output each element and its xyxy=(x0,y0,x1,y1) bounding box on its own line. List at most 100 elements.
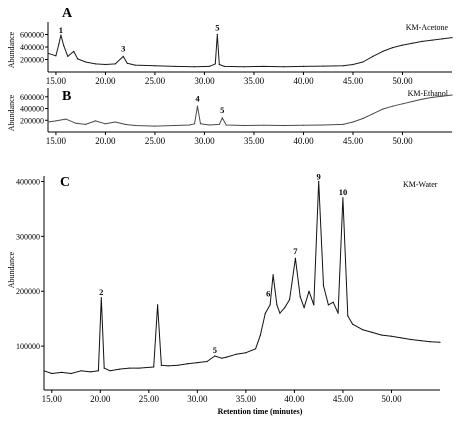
x-tick-label-c: 40.00 xyxy=(284,394,305,404)
x-tick-label-a: 20.00 xyxy=(95,76,116,86)
y-tick-label-c: 400000 xyxy=(16,177,40,186)
plot-area-a: 15.00 20.00 25.00 30.00 35.00 40.00 45.00 50.00… xyxy=(20,22,453,86)
data-point-c xyxy=(128,367,130,369)
data-point-b xyxy=(174,124,176,127)
y-axis-title-c: Abundance xyxy=(7,251,16,288)
data-point-a xyxy=(441,38,443,40)
data-point-a xyxy=(451,37,453,39)
data-point-a xyxy=(382,50,384,53)
data-point-a xyxy=(134,64,136,66)
series-label-ethanol: KM-Ethanol xyxy=(408,89,449,98)
x-tick-label-c: 45.00 xyxy=(333,394,354,404)
data-point-a xyxy=(63,45,65,47)
data-point-a xyxy=(372,55,374,58)
data-point-b xyxy=(362,117,364,120)
series-line-a xyxy=(47,34,453,68)
y-tick-label-a: 600000 xyxy=(20,31,44,40)
data-point-a xyxy=(411,42,413,44)
data-point-c xyxy=(160,364,162,366)
data-point-c xyxy=(90,371,92,373)
data-point-c xyxy=(347,315,349,317)
series-label-acetone: KM-Acetone xyxy=(406,23,449,32)
x-tick-label-a: 40.00 xyxy=(293,76,314,86)
data-point-b xyxy=(221,117,223,119)
data-point-b xyxy=(283,124,285,127)
x-tick-label-c: 15.00 xyxy=(42,394,63,404)
data-point-c xyxy=(269,304,271,306)
data-point-c xyxy=(100,297,102,299)
data-point-b xyxy=(302,124,305,126)
data-point-b xyxy=(411,100,413,103)
y-tick-label-b: 200000 xyxy=(20,116,44,125)
panel-letter-c: C xyxy=(60,175,70,190)
data-point-b xyxy=(392,105,394,107)
data-point-c xyxy=(429,341,431,343)
data-point-c xyxy=(381,334,383,336)
data-point-c xyxy=(264,312,266,314)
data-point-c xyxy=(167,365,169,367)
panel-letter-b: B xyxy=(62,89,71,104)
data-point-b xyxy=(451,94,453,96)
data-point-c xyxy=(245,352,247,354)
data-point-c xyxy=(337,312,339,314)
data-point-c xyxy=(153,366,155,368)
data-point-a xyxy=(77,58,79,60)
data-point-a xyxy=(302,65,305,67)
x-tick-label-b: 30.00 xyxy=(194,136,215,146)
y-axis-title-a: Abundance xyxy=(7,31,16,68)
data-point-a xyxy=(214,63,216,65)
data-point-b xyxy=(199,123,202,125)
data-point-a xyxy=(218,63,220,66)
data-point-c xyxy=(43,370,45,372)
data-point-b xyxy=(134,124,136,127)
data-point-c xyxy=(299,296,301,298)
data-point-a xyxy=(362,61,364,63)
data-point-a xyxy=(122,55,124,58)
data-point-b xyxy=(75,122,77,124)
x-tick-label-a: 50.00 xyxy=(392,76,413,86)
data-point-c xyxy=(420,340,422,342)
data-point-c xyxy=(221,357,223,359)
panel-c: C KM-Water Abundance Retention time (min… xyxy=(7,172,441,416)
data-point-c xyxy=(80,370,82,372)
plot-area-b: 15.00 20.00 25.00 30.00 35.00 40.00 45.00 50.00… xyxy=(20,88,453,146)
data-point-c xyxy=(255,348,257,350)
panel-b: B KM-Ethanol Abundance 15.00 20.00 25.00 30… xyxy=(7,88,453,146)
data-point-a xyxy=(352,63,354,66)
data-point-a xyxy=(60,34,62,36)
data-point-c xyxy=(313,304,315,306)
x-tick-label-a: 25.00 xyxy=(145,76,166,86)
data-point-c xyxy=(225,356,228,358)
data-point-b xyxy=(243,124,245,127)
data-point-a xyxy=(431,39,433,41)
data-point-b xyxy=(47,121,49,123)
data-point-b xyxy=(104,123,106,125)
data-point-b xyxy=(431,96,433,98)
data-point-a xyxy=(193,66,196,68)
data-point-a xyxy=(94,63,97,65)
peak-label-c: 9 xyxy=(317,172,321,182)
x-tick-label-a: 30.00 xyxy=(194,76,215,86)
data-point-c xyxy=(51,372,53,375)
data-point-c xyxy=(332,301,334,303)
peak-label-a: 5 xyxy=(215,22,219,32)
y-axis-title-b: Abundance xyxy=(7,94,16,131)
x-tick-label-b: 35.00 xyxy=(244,136,265,146)
peak-label-c: 2 xyxy=(99,287,103,297)
data-point-c xyxy=(177,364,179,366)
peak-label-c: 6 xyxy=(266,288,270,298)
data-point-c xyxy=(361,329,363,331)
data-point-c xyxy=(187,363,189,365)
data-point-a xyxy=(208,65,210,67)
peak-label-c: 5 xyxy=(213,345,217,355)
data-point-b xyxy=(225,124,227,126)
data-point-a xyxy=(114,63,116,65)
data-point-a xyxy=(126,62,128,64)
panel-a: A KM-Acetone Abundance 15.00 20.00 25.00 30… xyxy=(7,6,453,86)
data-point-c xyxy=(279,312,281,314)
x-tick-label-c: 20.00 xyxy=(90,394,111,404)
data-point-c xyxy=(138,367,140,369)
data-point-b xyxy=(322,124,324,126)
peak-label-c: 10 xyxy=(339,187,348,197)
